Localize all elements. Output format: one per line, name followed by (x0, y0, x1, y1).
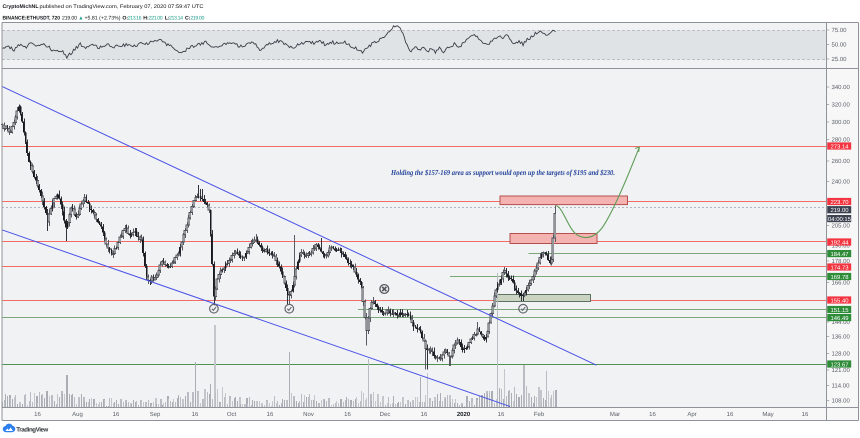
svg-text:280.00: 280.00 (832, 137, 851, 144)
svg-text:114.00: 114.00 (832, 383, 851, 390)
svg-text:174.73: 174.73 (830, 264, 849, 271)
svg-text:2020: 2020 (457, 411, 471, 418)
svg-text:+5.81 (+2.73%): +5.81 (+2.73%) (85, 15, 121, 21)
svg-text:320.00: 320.00 (832, 102, 851, 109)
svg-text:108.00: 108.00 (832, 398, 851, 405)
svg-text:16: 16 (498, 411, 505, 418)
svg-text:16: 16 (727, 411, 734, 418)
svg-text:▲: ▲ (78, 15, 83, 21)
svg-text:213.14: 213.14 (169, 15, 183, 21)
svg-text:16: 16 (802, 411, 809, 418)
svg-text:CryptoMichNL: CryptoMichNL (3, 4, 40, 10)
svg-text:16: 16 (421, 411, 428, 418)
svg-text:BINANCE:ETHUSDT, 720: BINANCE:ETHUSDT, 720 (3, 15, 61, 21)
svg-text:H:: H: (143, 15, 149, 21)
svg-text:75.00: 75.00 (832, 27, 848, 34)
svg-text:Holding the $157-169 area as s: Holding the $157-169 area as support wou… (390, 168, 615, 177)
svg-text:260.00: 260.00 (832, 158, 851, 165)
svg-text:223.70: 223.70 (830, 199, 849, 206)
svg-text:50.00: 50.00 (832, 42, 848, 49)
svg-text:136.00: 136.00 (832, 334, 851, 341)
svg-text:128.00: 128.00 (832, 351, 851, 358)
svg-text:144.00: 144.00 (832, 319, 851, 326)
svg-text:123.67: 123.67 (830, 361, 848, 368)
svg-text:213.16: 213.16 (128, 15, 142, 21)
svg-text:190.00: 190.00 (832, 243, 851, 250)
svg-text:166.00: 166.00 (832, 280, 851, 287)
svg-text:151.15: 151.15 (830, 307, 849, 314)
svg-text:Dec: Dec (380, 411, 391, 418)
svg-text:16: 16 (344, 411, 351, 418)
svg-text:300.00: 300.00 (832, 119, 851, 126)
svg-text:184.47: 184.47 (830, 251, 848, 258)
svg-text:240.00: 240.00 (832, 179, 851, 186)
svg-text:219.00: 219.00 (62, 15, 77, 21)
svg-text:155.40: 155.40 (830, 297, 849, 304)
svg-text:L:: L: (165, 15, 170, 21)
svg-text:219.00: 219.00 (830, 207, 849, 214)
svg-text:C:: C: (185, 15, 191, 21)
svg-text:221.00: 221.00 (149, 15, 163, 21)
svg-text:121.00: 121.00 (832, 367, 851, 374)
svg-text:16: 16 (113, 411, 120, 418)
svg-text:O:: O: (122, 15, 128, 21)
svg-text:146.49: 146.49 (830, 315, 848, 322)
svg-text:Feb: Feb (534, 411, 545, 418)
svg-text:Apr: Apr (687, 411, 696, 418)
svg-text:219.00: 219.00 (190, 15, 204, 21)
svg-text:16: 16 (192, 411, 199, 418)
svg-text:04:00:15: 04:00:15 (828, 216, 852, 223)
svg-text:16: 16 (34, 411, 41, 418)
svg-text:Mar: Mar (610, 411, 620, 418)
svg-text:16: 16 (649, 411, 656, 418)
svg-text:205.00: 205.00 (832, 223, 851, 230)
svg-text:Aug: Aug (72, 411, 83, 418)
svg-text:25.00: 25.00 (832, 56, 848, 63)
svg-text:Sep: Sep (150, 411, 161, 418)
svg-text:273.14: 273.14 (830, 143, 849, 150)
svg-text:published on TradingView.com,: published on TradingView.com, February 0… (40, 4, 204, 10)
svg-text:169.78: 169.78 (830, 274, 849, 281)
svg-text:16: 16 (267, 411, 274, 418)
svg-text:178.00: 178.00 (832, 258, 851, 265)
svg-text:340.00: 340.00 (832, 84, 851, 91)
svg-text:192.44: 192.44 (830, 239, 849, 246)
svg-text:Nov: Nov (303, 411, 314, 418)
svg-text:TradingView: TradingView (16, 427, 48, 434)
svg-text:Oct: Oct (227, 411, 237, 418)
svg-text:May: May (762, 411, 773, 418)
